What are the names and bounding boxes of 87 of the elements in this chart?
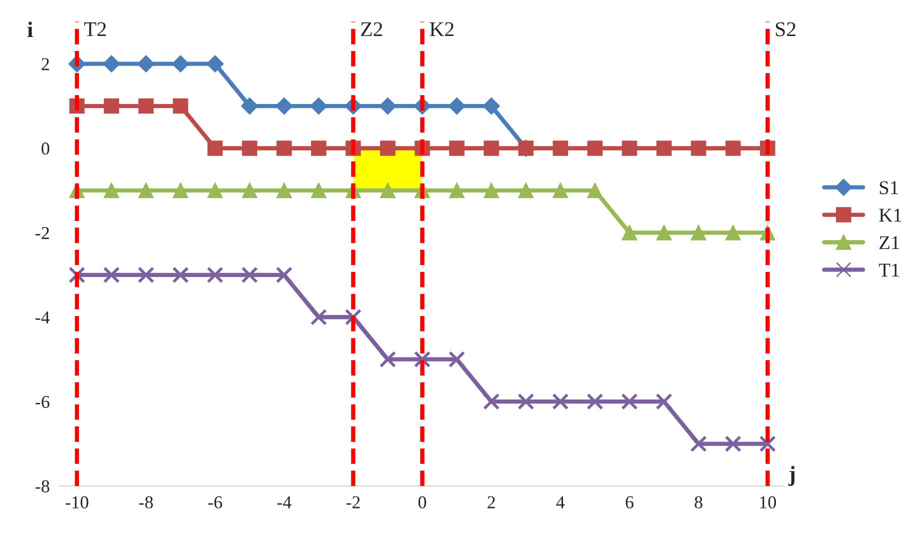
- point: [690, 435, 707, 452]
- point: [725, 140, 741, 156]
- ref-line-label: T2: [84, 22, 106, 36]
- point: [276, 97, 293, 115]
- point: [484, 140, 499, 156]
- x-tick-label: 10: [760, 496, 776, 508]
- point: [656, 140, 672, 156]
- x-tick-label: -6: [208, 496, 222, 508]
- point: [484, 182, 499, 198]
- point: [552, 393, 569, 410]
- point: [587, 182, 603, 198]
- point: [621, 393, 638, 410]
- x-tick-label: -8: [139, 496, 153, 508]
- point: [656, 393, 672, 410]
- point: [379, 97, 396, 115]
- point: [206, 266, 224, 284]
- x-tick-label: 2: [488, 496, 495, 508]
- point: [138, 98, 154, 114]
- x-tick-label: 0: [418, 496, 426, 508]
- point: [690, 140, 706, 156]
- point: [138, 266, 154, 284]
- point: [622, 225, 638, 240]
- point: [276, 182, 292, 198]
- legend-label: T1: [878, 264, 900, 277]
- point: [172, 266, 189, 284]
- point: [137, 55, 155, 72]
- point: [104, 98, 120, 114]
- point: [518, 182, 534, 198]
- y-tick-label: -4: [36, 312, 50, 324]
- point: [276, 266, 292, 284]
- point: [310, 308, 328, 326]
- y-tick-label: 0: [42, 142, 50, 155]
- x-tick-label: -10: [66, 496, 88, 508]
- point: [172, 98, 188, 114]
- point: [311, 140, 326, 156]
- x-tick-label: 4: [556, 496, 565, 508]
- ref-line-label: S2: [776, 22, 796, 36]
- point: [241, 266, 258, 284]
- point: [380, 182, 396, 198]
- point: [622, 140, 638, 156]
- point: [242, 182, 258, 198]
- legend-label: S1: [880, 181, 898, 194]
- x-tick-label: -4: [277, 496, 292, 508]
- y-tick-label: 2: [42, 58, 49, 70]
- point: [102, 55, 120, 72]
- point: [311, 182, 326, 198]
- x-tick-label: -2: [346, 496, 360, 508]
- point: [518, 393, 534, 410]
- point: [482, 97, 500, 115]
- legend-label: Z1: [880, 236, 900, 250]
- point: [725, 225, 741, 240]
- point: [138, 182, 154, 198]
- x-tick-label: 6: [626, 496, 634, 508]
- point: [586, 393, 604, 410]
- point: [172, 182, 188, 198]
- y-axis-title: i: [28, 22, 33, 38]
- point: [380, 140, 396, 156]
- point: [207, 140, 223, 156]
- point: [724, 435, 742, 452]
- point: [448, 97, 466, 115]
- point: [172, 55, 190, 72]
- point: [242, 140, 258, 156]
- point: [310, 97, 328, 115]
- point: [206, 55, 224, 72]
- y-tick-label: -8: [36, 480, 50, 492]
- point: [449, 140, 464, 156]
- y-tick-label: -2: [36, 227, 49, 239]
- point: [449, 182, 464, 198]
- point: [552, 140, 568, 156]
- y-tick-label: -6: [36, 396, 50, 408]
- x-axis-title: j: [788, 466, 795, 486]
- point: [276, 140, 292, 156]
- point: [552, 182, 568, 198]
- ref-line-label: K2: [430, 22, 454, 36]
- point: [241, 97, 258, 115]
- point: [103, 266, 120, 284]
- point: [379, 351, 396, 368]
- ref-line-label: Z2: [361, 22, 382, 36]
- x-tick-label: 8: [694, 496, 702, 508]
- point: [104, 182, 120, 198]
- point: [587, 140, 603, 156]
- point: [656, 225, 672, 240]
- point: [207, 182, 223, 198]
- point: [483, 393, 500, 410]
- point: [448, 351, 466, 368]
- legend-label: K1: [879, 208, 902, 222]
- point: [690, 225, 706, 240]
